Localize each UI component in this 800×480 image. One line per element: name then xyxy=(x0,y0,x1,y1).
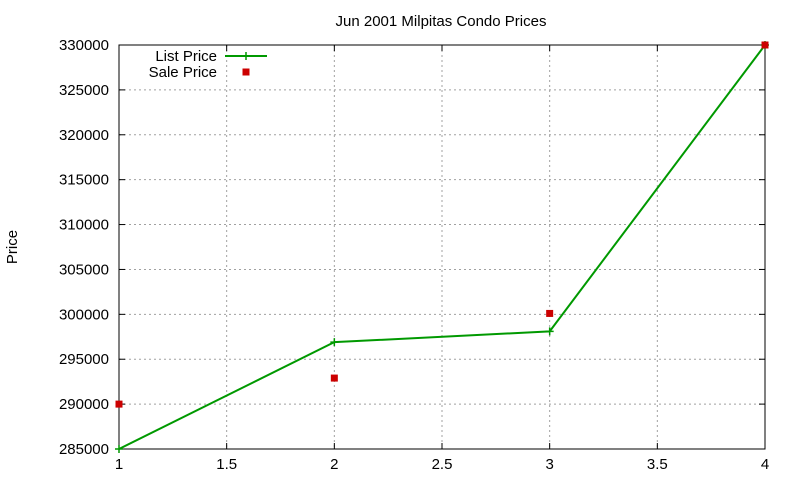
legend-label-list-price: List Price xyxy=(155,48,217,65)
x-tick-label: 3.5 xyxy=(647,456,668,473)
x-tick-label: 1.5 xyxy=(216,456,237,473)
sale-price-point xyxy=(330,374,338,382)
y-tick-labels: 285000 290000 295000 300000 305000 310000 3150… xyxy=(59,37,109,458)
y-tick-label: 295000 xyxy=(59,351,109,368)
legend-label-sale-price: Sale Price xyxy=(149,64,217,81)
y-tick-label: 300000 xyxy=(59,306,109,323)
legend-marker-list-price xyxy=(242,52,250,60)
x-tick-label: 4 xyxy=(761,456,769,473)
data-series xyxy=(115,41,769,453)
x-tick-label: 2.5 xyxy=(432,456,453,473)
list-price-line xyxy=(118,44,766,450)
list-price-point xyxy=(330,338,339,347)
list-price-point xyxy=(545,327,554,336)
y-axis-label: Price xyxy=(4,230,21,264)
plot-border xyxy=(118,44,766,450)
x-tick-label: 3 xyxy=(545,456,553,473)
list-price-point xyxy=(115,445,123,453)
y-tick-label: 310000 xyxy=(59,217,109,234)
x-tick-labels: 1 1.5 2 2.5 3 3.5 4 xyxy=(115,456,769,473)
y-tick-label: 325000 xyxy=(59,82,109,99)
sale-price-point xyxy=(115,400,123,408)
x-tick-label: 2 xyxy=(330,456,338,473)
x-tick-label: 1 xyxy=(115,456,123,473)
y-tick-label: 315000 xyxy=(59,172,109,189)
sale-price-point xyxy=(761,41,769,49)
y-tick-label: 290000 xyxy=(59,396,109,413)
y-tick-label: 305000 xyxy=(59,261,109,278)
legend-marker-sale-price xyxy=(242,68,250,76)
y-tick-label: 330000 xyxy=(59,37,109,54)
gridlines xyxy=(119,45,765,449)
y-tick-label: 320000 xyxy=(59,127,109,144)
chart-title: Jun 2001 Milpitas Condo Prices xyxy=(336,13,547,30)
y-tick-label: 285000 xyxy=(59,441,109,458)
sale-price-point xyxy=(546,309,554,317)
